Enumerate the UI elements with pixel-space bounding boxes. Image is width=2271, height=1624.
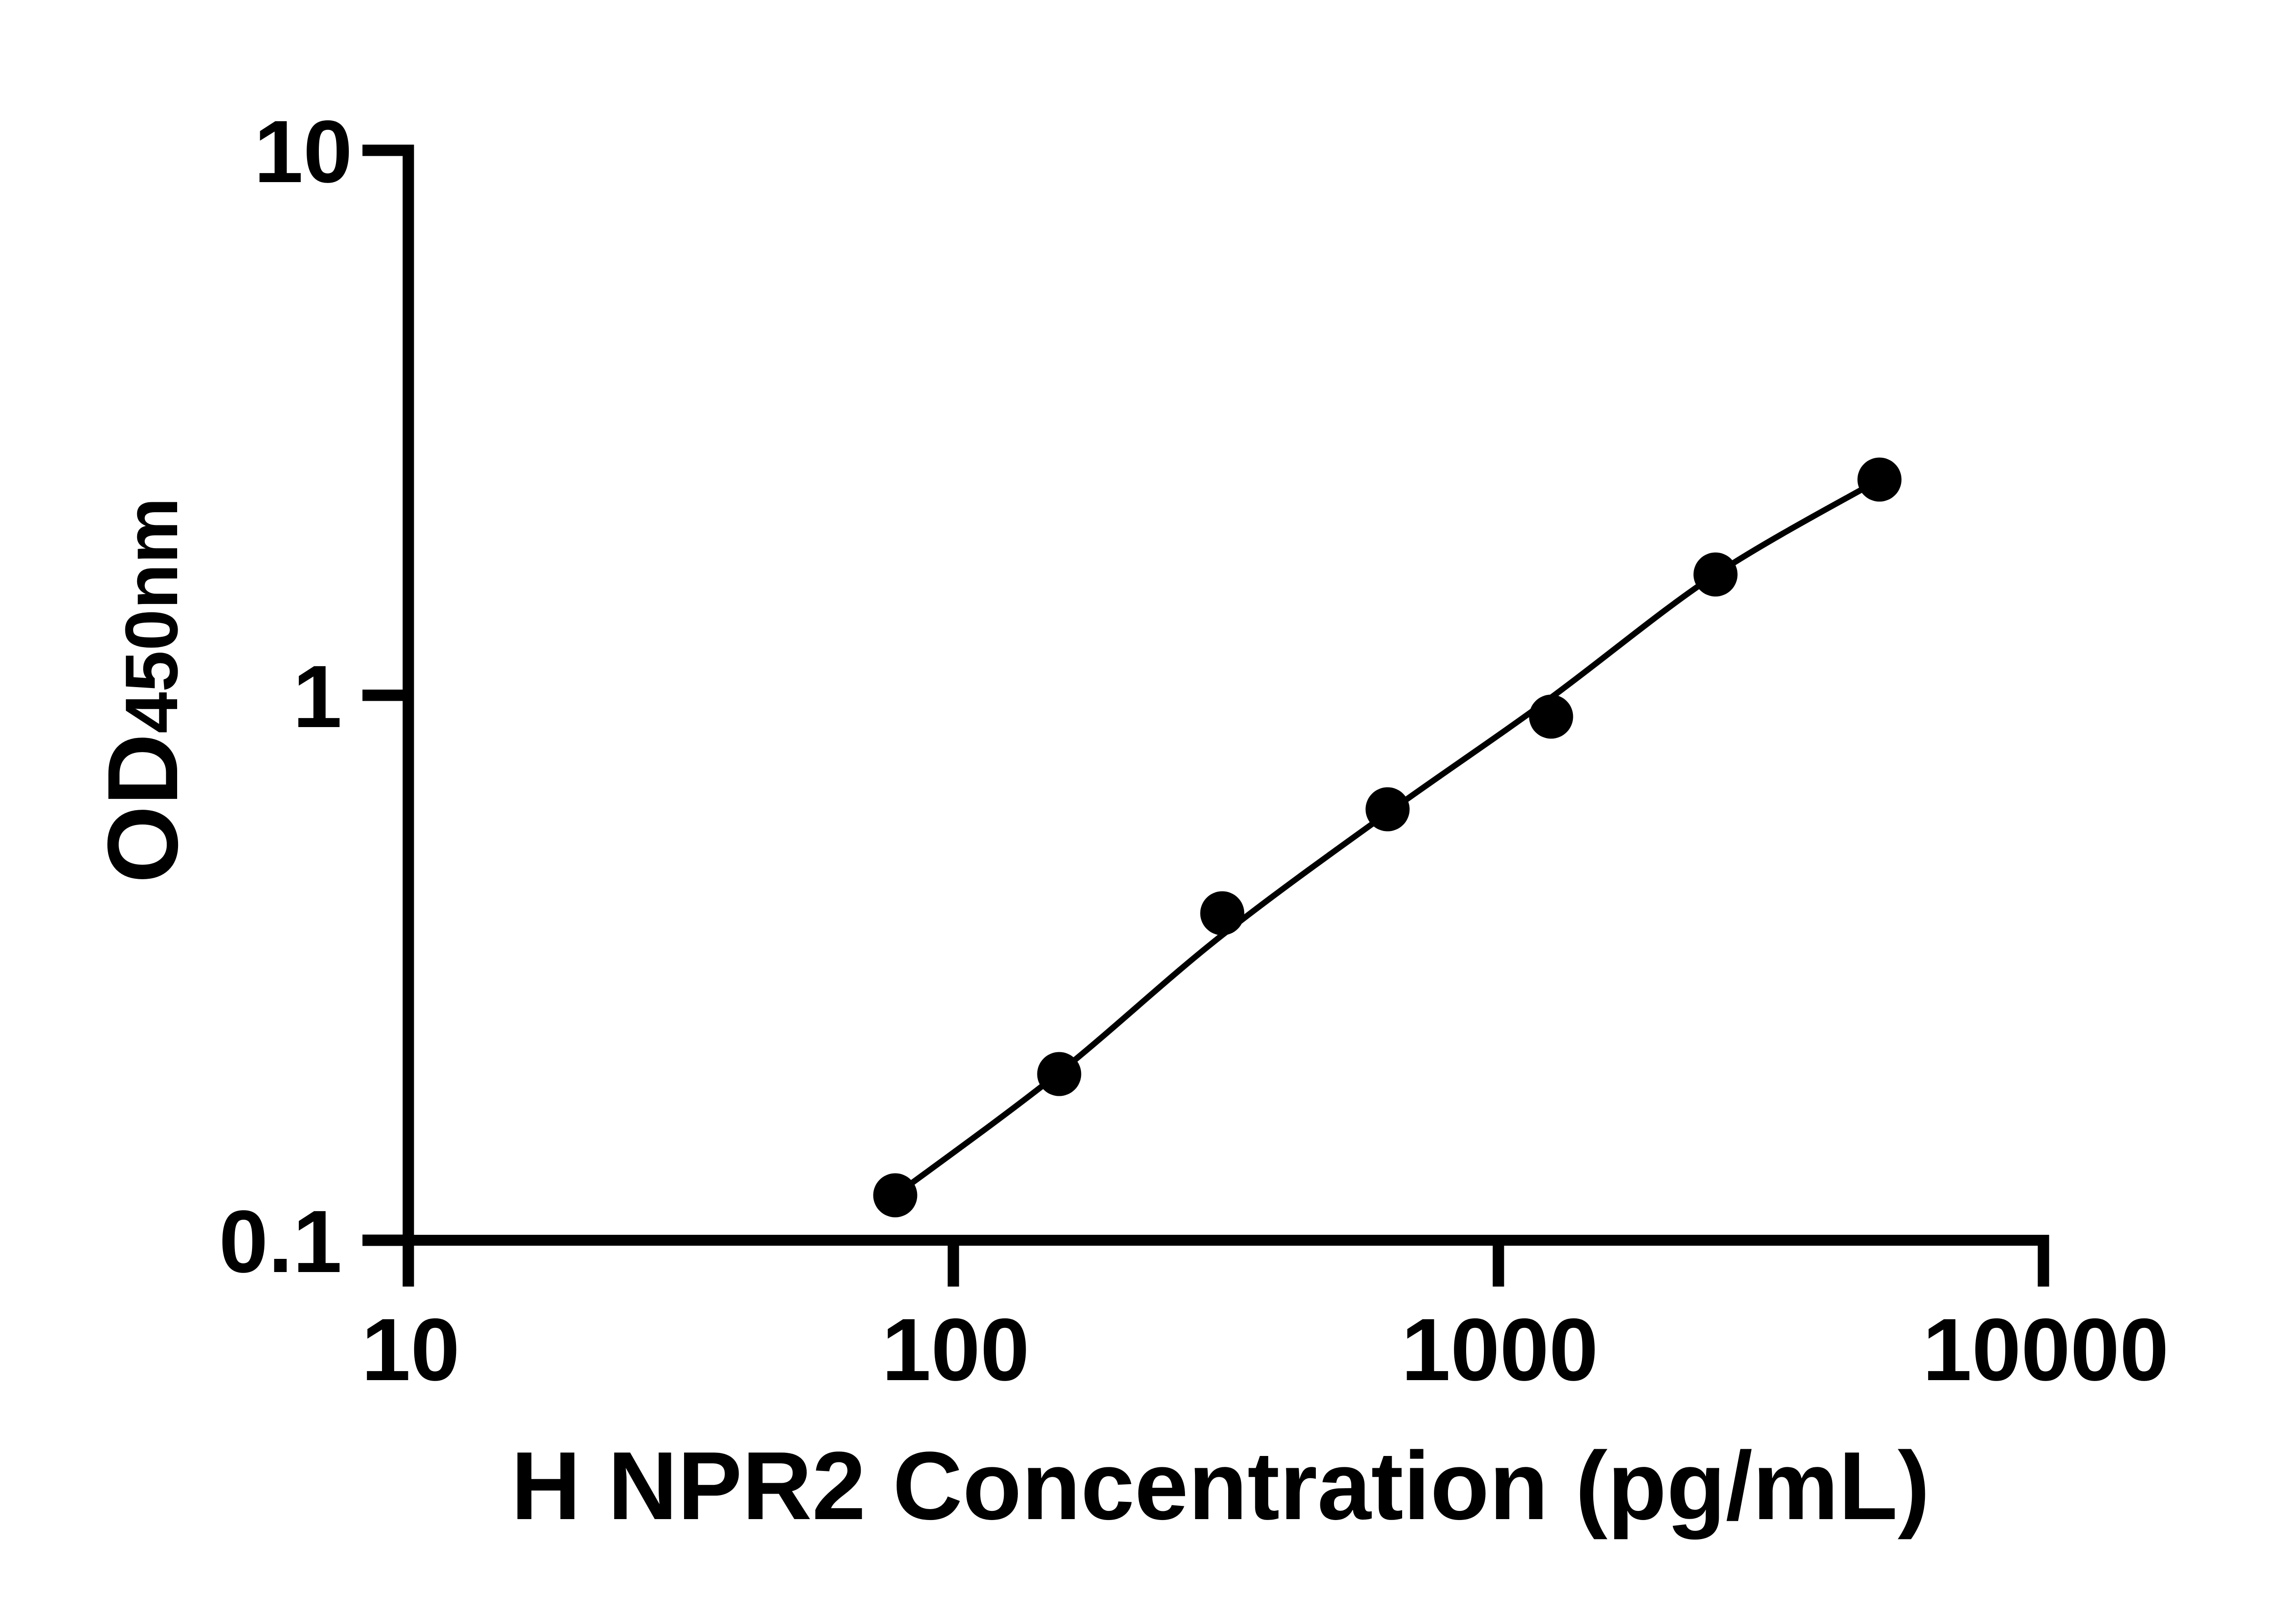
svg-text:10000: 10000 — [1923, 1300, 2169, 1399]
svg-text:0.1: 0.1 — [219, 1192, 342, 1291]
svg-text:1: 1 — [293, 647, 342, 746]
svg-text:10: 10 — [254, 102, 352, 201]
svg-text:1000: 1000 — [1401, 1300, 1598, 1399]
svg-text:H NPR2 Concentration (pg/mL): H NPR2 Concentration (pg/mL) — [511, 1432, 1930, 1540]
svg-text:10: 10 — [362, 1300, 460, 1399]
svg-text:100: 100 — [882, 1300, 1029, 1399]
